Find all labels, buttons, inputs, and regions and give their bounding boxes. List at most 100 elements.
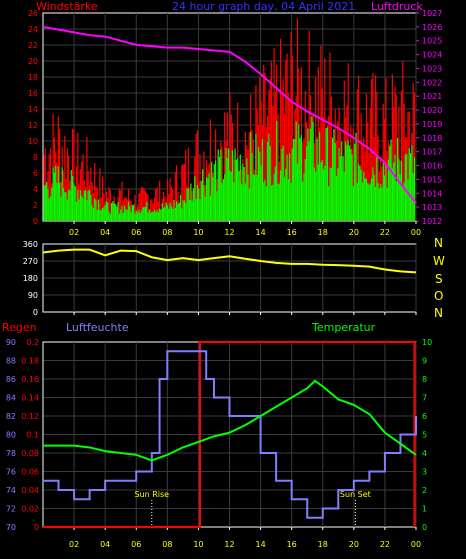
wind-x-tick-label: 08 [162, 228, 172, 237]
humidity-y-tick-label: 90 [6, 338, 16, 347]
rain-axis-title: Regen [2, 321, 37, 334]
wind-x-tick-label: 00 [411, 228, 421, 237]
wind-y-tick-label: 14 [28, 105, 38, 114]
pressure-y-tick-label: 1018 [422, 134, 442, 143]
wind-x-tick-label: 16 [287, 228, 297, 237]
bottom-x-tick-label: 22 [380, 540, 390, 549]
temperature-y-tick-label: 5 [422, 431, 427, 440]
rain-y-tick-label: 0.1 [26, 431, 39, 440]
wind-direction-line [42, 248, 417, 274]
pressure-y-tick-label: 1014 [422, 189, 442, 198]
wind-y-tick-label: 18 [28, 73, 38, 82]
pressure-y-tick-label: 1022 [422, 78, 442, 87]
direction-letter-s: S [435, 272, 443, 286]
sunrise-label: Sun Rise [134, 490, 169, 499]
temperature-y-tick-label: 9 [422, 357, 427, 366]
humidity-y-tick-label: 70 [6, 523, 16, 532]
bottom-x-tick-label: 12 [224, 540, 234, 549]
wind-y-tick-label: 20 [28, 57, 38, 66]
wind-x-tick-label: 14 [255, 228, 265, 237]
rain-y-tick-label: 0.14 [21, 394, 39, 403]
pressure-y-tick-label: 1020 [422, 106, 442, 115]
wind-y-tick-label: 16 [28, 89, 38, 98]
humidity-y-tick-label: 88 [6, 357, 16, 366]
wind-y-tick-label: 26 [28, 9, 38, 18]
wind-pressure-chart: 0246810121416182022242610121013101410151… [28, 9, 443, 237]
pressure-y-tick-label: 1026 [422, 23, 442, 32]
humidity-axis-title: Luftfeuchte [66, 321, 129, 334]
bottom-x-tick-label: 20 [349, 540, 359, 549]
temperature-y-tick-label: 7 [422, 394, 427, 403]
wind-y-tick-label: 10 [28, 137, 38, 146]
wind-x-tick-label: 12 [224, 228, 234, 237]
humidity-y-tick-label: 72 [6, 505, 16, 514]
direction-y-tick-label: 90 [28, 291, 38, 300]
bottom-x-tick-label: 14 [255, 540, 265, 549]
direction-y-tick-label: 270 [23, 257, 38, 266]
pressure-y-tick-label: 1021 [422, 92, 442, 101]
humidity-y-tick-label: 80 [6, 431, 16, 440]
rain-y-tick-label: 0.2 [26, 338, 39, 347]
temperature-y-tick-label: 6 [422, 412, 427, 421]
rain-y-tick-label: 0.06 [21, 468, 39, 477]
bottom-x-tick-label: 00 [411, 540, 421, 549]
pressure-y-tick-label: 1015 [422, 175, 442, 184]
temperature-y-tick-label: 8 [422, 375, 427, 384]
wind-axis-title: Windstärke [36, 0, 98, 13]
humidity-y-tick-label: 86 [6, 375, 16, 384]
temperature-axis-title: Temperatur [312, 321, 376, 334]
bottom-x-tick-label: 02 [69, 540, 79, 549]
pressure-y-tick-label: 1024 [422, 51, 442, 60]
temperature-line [43, 379, 417, 462]
temperature-y-tick-label: 3 [422, 468, 427, 477]
wind-y-tick-label: 4 [33, 185, 38, 194]
wind-x-tick-label: 18 [318, 228, 328, 237]
pressure-y-tick-label: 1019 [422, 120, 442, 129]
humidity-y-tick-label: 76 [6, 468, 16, 477]
wind-x-tick-label: 22 [380, 228, 390, 237]
wind-x-tick-label: 20 [349, 228, 359, 237]
humidity-y-tick-label: 82 [6, 412, 16, 421]
temperature-y-tick-label: 0 [422, 523, 427, 532]
bottom-x-tick-label: 08 [162, 540, 172, 549]
rain-y-tick-label: 0.04 [21, 486, 39, 495]
wind-x-tick-label: 10 [193, 228, 203, 237]
rain-y-tick-label: 0.18 [21, 357, 39, 366]
wind-direction-chart: 0 90 180 270 360 [23, 240, 417, 317]
wind-x-tick-label: 02 [69, 228, 79, 237]
rain-humidity-temperature-chart: 012345678910707274767880828486889000.020… [6, 338, 432, 549]
humidity-y-tick-label: 74 [6, 486, 16, 495]
temperature-y-tick-label: 4 [422, 449, 427, 458]
sunset-label: Sun Set [340, 490, 371, 499]
temperature-y-tick-label: 10 [422, 338, 432, 347]
wind-y-tick-label: 8 [33, 153, 38, 162]
humidity-line [43, 350, 417, 519]
rain-y-tick-label: 0 [34, 523, 39, 532]
bottom-x-tick-label: 18 [318, 540, 328, 549]
direction-y-tick-label: 180 [23, 274, 38, 283]
rain-y-tick-label: 0.12 [21, 412, 39, 421]
page-title: 24 hour graph day, 04 April 2021 [172, 0, 356, 13]
bottom-x-tick-label: 06 [131, 540, 141, 549]
wind-x-tick-label: 04 [100, 228, 110, 237]
bottom-x-tick-label: 10 [193, 540, 203, 549]
bottom-x-tick-label: 16 [287, 540, 297, 549]
pressure-y-tick-label: 1012 [422, 217, 442, 226]
pressure-axis-title: Luftdruck [371, 0, 423, 13]
direction-letter-o: O [434, 289, 444, 303]
pressure-line [42, 25, 417, 204]
rain-y-tick-label: 0.08 [21, 449, 39, 458]
direction-letter-w: W [433, 254, 445, 268]
bottom-x-tick-label: 04 [100, 540, 110, 549]
direction-y-tick-label: 360 [23, 240, 38, 249]
rain-y-tick-label: 0.16 [21, 375, 39, 384]
humidity-y-tick-label: 78 [6, 449, 16, 458]
humidity-y-tick-label: 84 [6, 394, 16, 403]
pressure-y-tick-label: 1016 [422, 162, 442, 171]
direction-y-tick-label: 0 [33, 308, 38, 317]
wind-x-tick-label: 06 [131, 228, 141, 237]
direction-letter-n-bottom: N [434, 306, 443, 320]
temperature-y-tick-label: 2 [422, 486, 427, 495]
